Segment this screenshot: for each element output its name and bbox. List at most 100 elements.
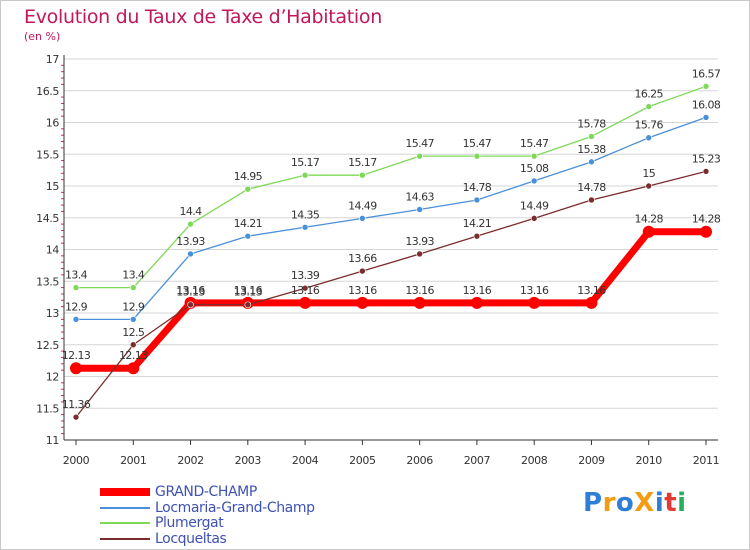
y-tick-label: 14.5 — [36, 212, 59, 225]
data-label: 16.08 — [692, 98, 721, 111]
y-tick-label: 15.5 — [36, 148, 59, 161]
series-point-1 — [244, 232, 252, 240]
x-tick-label: 2010 — [636, 454, 663, 467]
data-label: 15.47 — [520, 137, 549, 150]
series-point-3 — [473, 232, 481, 240]
series-line-3 — [75, 170, 707, 418]
data-label: 13.13 — [176, 286, 205, 299]
data-label: 13.4 — [65, 269, 88, 282]
series-line-2 — [75, 85, 707, 289]
series-point-2 — [301, 171, 309, 179]
data-label: 13.16 — [577, 284, 606, 297]
data-label: 12.13 — [119, 349, 148, 362]
data-label: 15.17 — [348, 156, 377, 169]
data-label: 16.57 — [692, 67, 721, 80]
data-label: 12.5 — [122, 326, 145, 339]
data-label: 16.25 — [634, 88, 663, 101]
data-label: 14.21 — [234, 217, 263, 230]
data-label: 14.49 — [348, 199, 377, 212]
series-point-1 — [645, 134, 653, 142]
series-point-1 — [129, 316, 137, 323]
data-label: 13.4 — [122, 269, 145, 282]
x-tick-label: 2000 — [63, 454, 90, 467]
data-label: 12.9 — [65, 300, 88, 313]
y-tick-label: 13 — [46, 307, 60, 320]
data-label: 12.13 — [62, 349, 91, 362]
series-point-3 — [416, 250, 423, 258]
proxiti-logo: ProXiti — [583, 488, 687, 518]
series-point-0 — [585, 296, 598, 309]
y-tick-label: 11 — [46, 434, 59, 447]
chart-title: Evolution du Taux de Taxe d’Habitation — [24, 6, 382, 28]
y-tick-label: 14 — [46, 244, 60, 257]
data-label: 13.93 — [176, 235, 205, 248]
data-label: 15.23 — [692, 152, 721, 165]
series-line-1 — [75, 116, 707, 321]
series-point-0 — [127, 362, 140, 375]
data-label: 14.63 — [405, 190, 434, 203]
series-point-2 — [129, 284, 137, 291]
series-point-2 — [359, 171, 366, 179]
legend-swatch — [100, 506, 150, 509]
data-label: 13.16 — [234, 284, 263, 297]
series-point-1 — [72, 316, 80, 323]
series-point-3 — [244, 301, 252, 309]
x-tick-label: 2004 — [292, 454, 319, 467]
series-point-3 — [530, 215, 538, 222]
series-point-3 — [187, 301, 194, 309]
x-tick-label: 2007 — [464, 454, 491, 467]
series-point-2 — [187, 220, 194, 228]
y-tick-label: 12 — [46, 371, 59, 384]
series-point-2 — [530, 152, 538, 160]
data-label: 14.21 — [463, 217, 492, 230]
series-point-2 — [702, 83, 710, 90]
series-point-1 — [473, 196, 481, 204]
series-point-1 — [187, 250, 194, 258]
legend-swatch — [100, 522, 150, 524]
data-label: 13.16 — [291, 284, 320, 297]
series-point-1 — [416, 206, 423, 213]
series-point-3 — [129, 341, 137, 349]
data-label: 15.47 — [405, 137, 434, 150]
series-point-2 — [473, 152, 481, 160]
y-tick-label: 13.5 — [36, 275, 59, 288]
series-point-3 — [645, 182, 653, 190]
series-point-1 — [530, 177, 538, 185]
data-label: 15.76 — [634, 119, 663, 132]
series-point-2 — [72, 284, 80, 291]
series-point-1 — [702, 114, 710, 121]
series-line-0 — [72, 228, 710, 372]
data-label: 15.17 — [291, 156, 320, 169]
series-point-0 — [299, 296, 312, 309]
series-point-1 — [359, 215, 366, 222]
series-point-1 — [301, 223, 309, 231]
series-point-0 — [413, 296, 426, 309]
data-label: 13.16 — [405, 284, 434, 297]
series-point-2 — [244, 185, 252, 193]
y-tick-label: 17 — [46, 53, 60, 66]
data-label: 14.95 — [234, 170, 263, 183]
data-label: 13.93 — [405, 235, 434, 248]
series-point-0 — [528, 296, 541, 309]
legend-label: GRAND-CHAMP — [155, 484, 257, 500]
data-label: 15 — [642, 167, 655, 180]
data-label: 14.28 — [692, 213, 721, 226]
data-label: 13.16 — [463, 284, 492, 297]
series-point-0 — [700, 225, 712, 238]
x-tick-label: 2009 — [578, 454, 605, 467]
data-label: 14.4 — [179, 205, 202, 218]
x-tick-label: 2001 — [120, 454, 146, 467]
series-point-3 — [301, 284, 309, 292]
data-label: 13.66 — [348, 252, 377, 265]
series-point-2 — [588, 133, 595, 140]
x-tick-label: 2008 — [521, 454, 548, 467]
data-label: 15.08 — [520, 162, 549, 175]
data-label: 15.47 — [463, 137, 492, 150]
data-label: 13.16 — [520, 284, 549, 297]
legend-swatch — [100, 488, 150, 496]
y-tick-label: 12.5 — [36, 339, 59, 352]
x-tick-label: 2006 — [406, 454, 433, 467]
data-label: 13.16 — [348, 284, 377, 297]
data-label: 14.78 — [577, 181, 606, 194]
